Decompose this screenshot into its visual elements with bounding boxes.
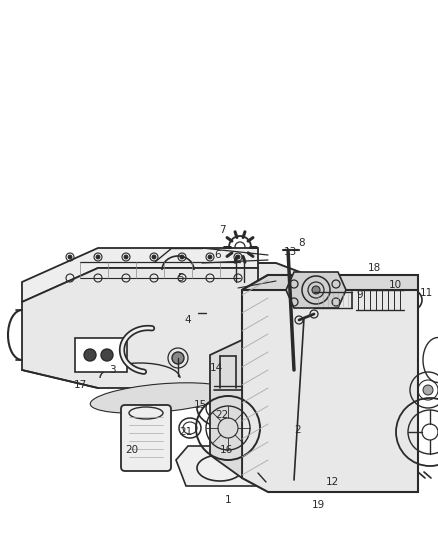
Text: 21: 21 [180,427,193,437]
Text: 6: 6 [215,250,221,260]
Polygon shape [210,340,242,478]
Text: 17: 17 [74,380,87,390]
Circle shape [84,349,96,361]
Text: 18: 18 [367,263,381,273]
Text: 19: 19 [311,500,325,510]
Text: 7: 7 [219,225,225,235]
Text: 1: 1 [225,495,231,505]
Circle shape [152,255,156,259]
FancyBboxPatch shape [75,338,127,372]
Text: 15: 15 [193,400,207,410]
Text: 12: 12 [325,477,339,487]
Circle shape [423,385,433,395]
Circle shape [180,255,184,259]
Circle shape [124,255,128,259]
Polygon shape [176,446,278,486]
Text: 13: 13 [283,247,297,257]
Text: 22: 22 [215,410,229,420]
Circle shape [96,255,100,259]
Circle shape [208,255,212,259]
Text: 9: 9 [357,290,363,300]
Circle shape [172,352,184,364]
Polygon shape [206,263,313,343]
Text: 16: 16 [219,445,233,455]
Polygon shape [242,275,418,492]
Text: 11: 11 [419,288,433,298]
Text: 8: 8 [299,238,305,248]
Ellipse shape [90,383,230,413]
Circle shape [312,286,320,294]
Polygon shape [22,268,258,388]
Circle shape [236,255,240,259]
Text: 10: 10 [389,280,402,290]
Text: 20: 20 [125,445,138,455]
Circle shape [68,255,72,259]
Text: 5: 5 [177,273,184,283]
Text: 4: 4 [185,315,191,325]
Polygon shape [22,248,258,302]
FancyBboxPatch shape [121,405,171,471]
Polygon shape [242,275,418,290]
Circle shape [101,349,113,361]
Text: 14: 14 [209,363,223,373]
Polygon shape [286,272,346,308]
Text: 3: 3 [109,365,115,375]
Text: 2: 2 [295,425,301,435]
